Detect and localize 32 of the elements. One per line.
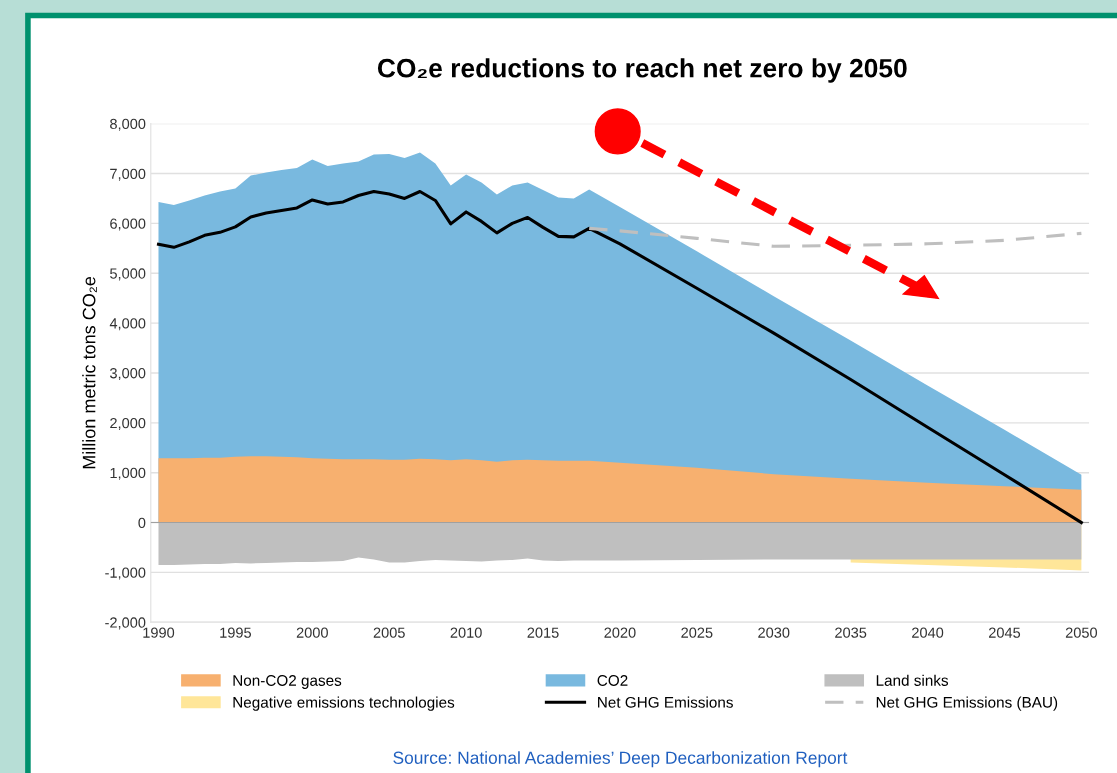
- x-tick-label: 2010: [450, 627, 482, 638]
- y-tick-label: 2,000: [110, 417, 146, 430]
- y-tick-label: 7,000: [110, 168, 146, 181]
- x-tick-label: 2050: [1065, 627, 1098, 638]
- y-axis-title: Million metric tons CO₂e: [82, 276, 97, 469]
- legend-label: Non-CO2 gases: [233, 675, 342, 689]
- y-tick-label: 4,000: [109, 318, 146, 331]
- x-tick-label: 2040: [912, 627, 944, 638]
- x-tick-label: 1995: [220, 627, 252, 638]
- line-series: [587, 226, 1083, 248]
- y-tick-label: 5,000: [110, 268, 146, 281]
- y-tick-label: 8,000: [110, 118, 146, 131]
- x-tick-label: 2030: [758, 627, 790, 638]
- x-tick-label: 2005: [373, 627, 405, 638]
- y-tick-label: -1,000: [105, 567, 146, 580]
- x-tick-label: 2035: [835, 627, 867, 638]
- legend-label: Net GHG Emissions: [598, 696, 733, 708]
- y-tick-label: 6,000: [110, 218, 146, 231]
- legend-label: CO2: [597, 675, 628, 686]
- source-note: Source: National Academies’ Deep Decarbonization Report: [393, 751, 848, 768]
- x-tick-label: 2000: [296, 627, 328, 638]
- chart-title: CO₂e reductions to reach net zero by 2050: [377, 58, 907, 83]
- x-tick-label: 2025: [681, 627, 713, 638]
- legend-label: Net GHG Emissions (BAU): [876, 696, 1058, 711]
- y-tick-label: 3,000: [110, 368, 146, 381]
- legend-label: Land sinks: [876, 674, 949, 686]
- y-tick-label: 1,000: [110, 467, 146, 480]
- x-tick-label: 2045: [988, 627, 1021, 638]
- y-tick-label: 0: [138, 517, 146, 528]
- legend-label: Negative emissions technologies: [233, 696, 455, 711]
- x-tick-label: 2015: [527, 627, 559, 638]
- x-tick-label: 2020: [604, 627, 636, 638]
